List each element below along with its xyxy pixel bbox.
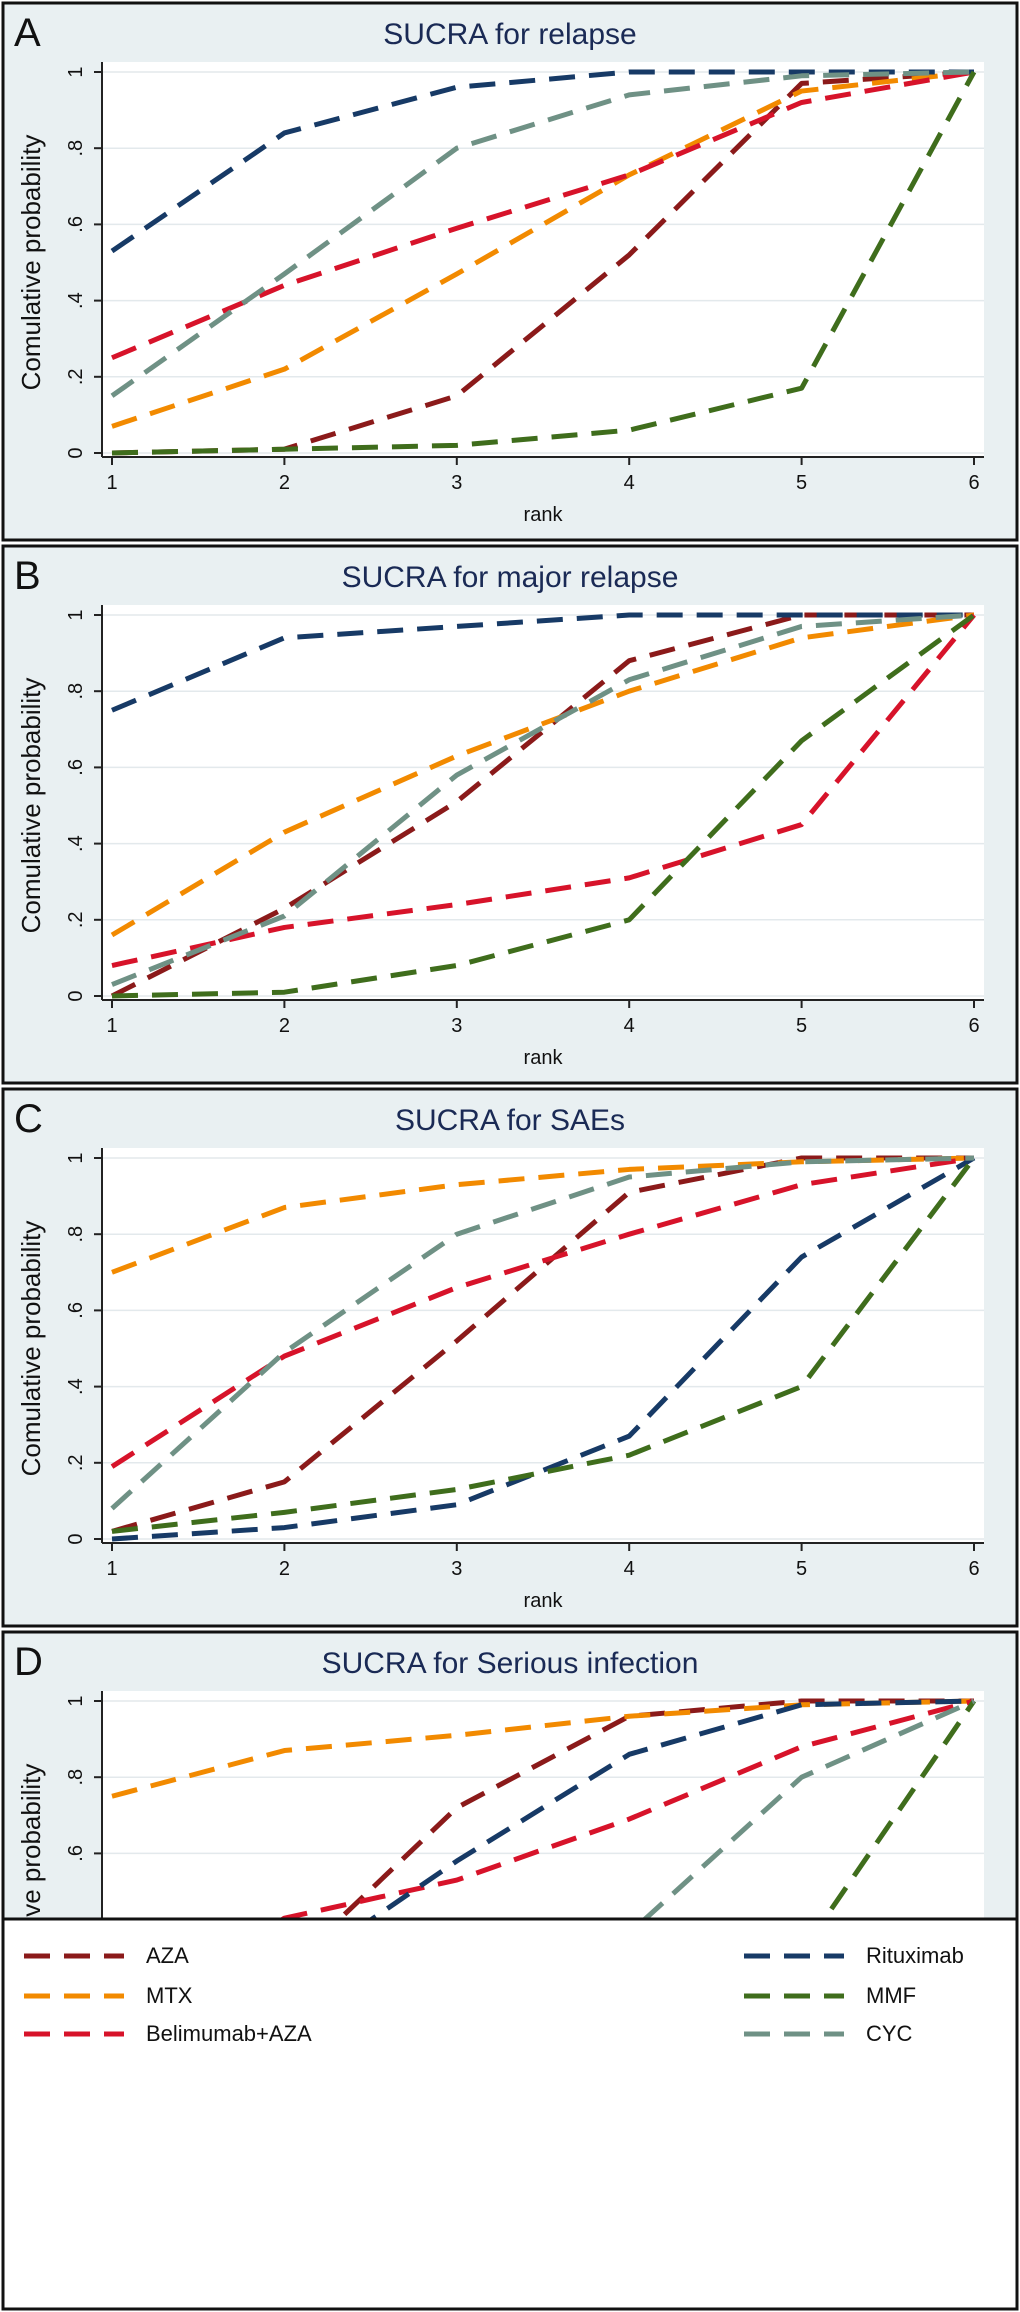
chart-title: SUCRA for relapse [383, 18, 636, 51]
y-axis-title: Comulative probability [16, 135, 46, 391]
x-axis-title: rank [524, 504, 564, 526]
series-line-rituximab [111, 612, 974, 713]
legend-label-aza: AZA [146, 1943, 189, 1968]
y-tick-label: .6 [65, 1845, 87, 1862]
plot-area [102, 1148, 984, 1543]
panel-letter: C [14, 1097, 43, 1141]
x-tick-label: 1 [106, 472, 117, 494]
legend-label-rituximab: Rituximab [866, 1943, 964, 1968]
series-line-cyc [110, 1155, 975, 1511]
y-tick-label: 1 [65, 609, 87, 620]
series-line-mmf [111, 612, 976, 999]
x-tick-label: 4 [624, 1015, 635, 1037]
legend-label-mtx: MTX [146, 1983, 193, 2008]
x-axis-title: rank [524, 1047, 564, 1069]
chart-panel-c: 0 .2 .4 .6 .8 1 1 2 3 4 5 6 rank Comulative probabili… [1, 1087, 1019, 1628]
panel-letter: A [14, 11, 41, 55]
chart-panel-b: 0 .2 .4 .6 .8 1 1 2 3 4 5 6 rank Comulative probabili… [1, 544, 1019, 1085]
legend-label-cyc: CYC [866, 2021, 913, 2046]
y-tick-label: .4 [65, 1378, 87, 1395]
x-tick-label: 1 [106, 1015, 117, 1037]
series-line-mmf [111, 70, 977, 456]
x-tick-label: 2 [279, 1015, 290, 1037]
x-tick-label: 4 [624, 1558, 635, 1580]
y-tick-label: 1 [65, 1695, 87, 1706]
y-tick-label: .8 [65, 1769, 87, 1786]
panel-letter: B [14, 554, 41, 598]
x-tick-label: 3 [451, 472, 462, 494]
x-tick-label: 6 [968, 1558, 979, 1580]
series-line-belimumab-aza [110, 1155, 975, 1469]
y-tick-label: 1 [65, 66, 87, 77]
y-tick-label: .4 [65, 835, 87, 852]
y-tick-label: 0 [65, 1533, 87, 1544]
series-line-cyc [110, 69, 975, 398]
chart-panel-a: 0 .2 .4 .6 .8 1 1 2 3 4 5 6 rank Comulative probabili… [1, 1, 1019, 542]
y-tick-label: .2 [65, 911, 87, 928]
y-tick-label: .8 [65, 683, 87, 700]
panel-letter: D [14, 1640, 43, 1684]
x-tick-label: 5 [796, 1015, 807, 1037]
series-line-rituximab [110, 69, 974, 254]
x-tick-label: 2 [279, 1558, 290, 1580]
x-axis-title: rank [524, 1590, 564, 1612]
y-tick-label: .6 [65, 216, 87, 233]
y-tick-label: 0 [65, 990, 87, 1001]
series-line-mmf [111, 1156, 976, 1534]
y-tick-label: .8 [65, 140, 87, 157]
y-axis-title: Comulative probability [16, 678, 46, 934]
x-tick-label: 4 [624, 472, 635, 494]
series-line-mtx [110, 612, 975, 938]
y-tick-label: .6 [65, 759, 87, 776]
x-tick-label: 2 [279, 472, 290, 494]
x-tick-label: 6 [968, 1015, 979, 1037]
y-tick-label: 0 [65, 447, 87, 458]
y-tick-label: .2 [65, 368, 87, 385]
legend-label-mmf: MMF [866, 1983, 916, 2008]
legend-label-belimumab-aza: Belimumab+AZA [146, 2021, 312, 2046]
chart-title: SUCRA for Serious infection [322, 1647, 699, 1680]
y-tick-label: .2 [65, 1454, 87, 1471]
x-tick-label: 6 [968, 472, 979, 494]
x-tick-label: 3 [451, 1015, 462, 1037]
x-tick-label: 1 [106, 1558, 117, 1580]
y-tick-label: 1 [65, 1152, 87, 1163]
x-tick-label: 5 [796, 1558, 807, 1580]
chart-title: SUCRA for major relapse [342, 561, 679, 594]
series-line-belimumab-aza [111, 69, 975, 361]
chart-title: SUCRA for SAEs [395, 1104, 625, 1137]
y-tick-label: .8 [65, 1226, 87, 1243]
y-tick-label: .4 [65, 292, 87, 309]
series-line-cyc [111, 612, 975, 987]
y-axis-title: Comulative probability [16, 1221, 46, 1477]
y-tick-label: .6 [65, 1302, 87, 1319]
legend: AZA MTX Belimumab+AZA Rituximab MMF CYC [1, 1917, 1019, 2311]
x-tick-label: 5 [796, 472, 807, 494]
x-tick-label: 3 [451, 1558, 462, 1580]
plot-area [102, 62, 984, 457]
legend-background [1, 1917, 1019, 2311]
series-line-rituximab [111, 1155, 976, 1542]
